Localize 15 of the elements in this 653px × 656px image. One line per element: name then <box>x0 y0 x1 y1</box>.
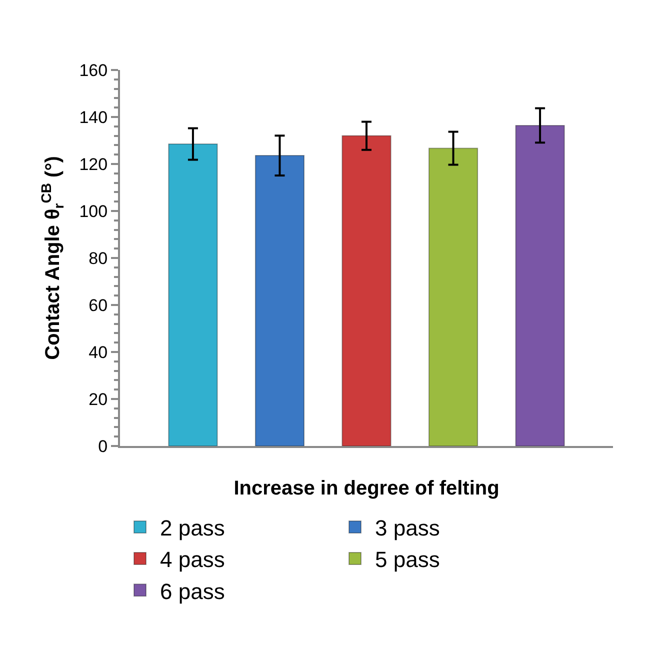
x-axis-title: Increase in degree of felting <box>234 477 500 500</box>
y-tick-label: 60 <box>88 296 108 315</box>
legend-label: 2 pass <box>160 516 225 541</box>
legend-label: 5 pass <box>375 547 440 572</box>
y-tick-label: 100 <box>79 202 108 221</box>
y-tick-label: 80 <box>88 248 108 268</box>
legend-label: 3 pass <box>375 516 440 541</box>
legend-label: 6 pass <box>160 578 225 604</box>
y-tick-label: 0 <box>98 436 108 456</box>
y-tick-label: 120 <box>79 154 108 174</box>
legend-label: 4 pass <box>160 547 225 572</box>
y-tick-label: 160 <box>79 60 108 80</box>
y-tick-label: 40 <box>88 342 108 362</box>
y-tick-label: 140 <box>79 108 108 127</box>
y-tick-label: 20 <box>88 390 108 409</box>
